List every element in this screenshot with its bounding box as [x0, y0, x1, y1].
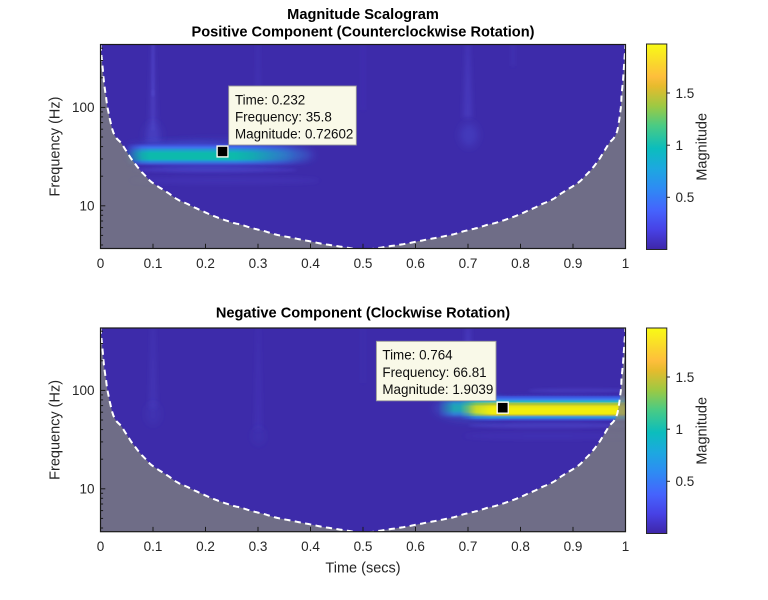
svg-text:0.8: 0.8: [511, 256, 530, 271]
svg-text:0.9: 0.9: [564, 539, 583, 554]
svg-text:0.5: 0.5: [354, 539, 373, 554]
svg-text:0.7: 0.7: [459, 256, 478, 271]
svg-text:1.5: 1.5: [676, 370, 695, 385]
svg-text:0.2: 0.2: [196, 256, 215, 271]
svg-text:Frequency: 35.8: Frequency: 35.8: [235, 110, 332, 125]
svg-text:Magnitude: Magnitude: [695, 397, 711, 465]
svg-text:1: 1: [676, 422, 684, 437]
svg-text:1.5: 1.5: [676, 86, 695, 101]
svg-text:0.4: 0.4: [301, 256, 320, 271]
svg-text:1: 1: [622, 256, 630, 271]
svg-text:0.6: 0.6: [406, 256, 425, 271]
svg-text:0.4: 0.4: [301, 539, 320, 554]
svg-text:0: 0: [97, 539, 105, 554]
svg-text:0.5: 0.5: [354, 256, 373, 271]
svg-text:Frequency: 66.81: Frequency: 66.81: [382, 365, 486, 380]
svg-text:Negative Component (Clockwise: Negative Component (Clockwise Rotation): [216, 306, 510, 322]
svg-text:10: 10: [79, 482, 94, 497]
svg-text:Frequency (Hz): Frequency (Hz): [48, 380, 64, 480]
svg-text:Time (secs): Time (secs): [325, 561, 400, 577]
svg-text:0.1: 0.1: [144, 539, 163, 554]
svg-text:0.8: 0.8: [511, 539, 530, 554]
svg-text:Frequency (Hz): Frequency (Hz): [48, 97, 64, 197]
svg-text:100: 100: [72, 100, 95, 115]
svg-text:0: 0: [97, 256, 105, 271]
svg-text:Time: 0.232: Time: 0.232: [235, 92, 305, 107]
svg-text:0.2: 0.2: [196, 539, 215, 554]
svg-text:0.3: 0.3: [249, 256, 268, 271]
svg-text:1: 1: [676, 138, 684, 153]
svg-text:Time: 0.764: Time: 0.764: [382, 348, 453, 363]
svg-text:0.6: 0.6: [406, 539, 425, 554]
svg-text:0.5: 0.5: [676, 190, 695, 205]
svg-text:0.9: 0.9: [564, 256, 583, 271]
svg-text:0.1: 0.1: [144, 256, 163, 271]
svg-text:1: 1: [622, 539, 630, 554]
svg-text:Magnitude: 1.9039: Magnitude: 1.9039: [382, 382, 493, 397]
svg-text:Magnitude: 0.72602: Magnitude: 0.72602: [235, 127, 353, 142]
svg-text:0.5: 0.5: [676, 474, 695, 489]
svg-text:Positive Component (Counterclo: Positive Component (Counterclockwise Rot…: [192, 25, 535, 41]
svg-text:0.7: 0.7: [459, 539, 478, 554]
svg-text:Magnitude: Magnitude: [695, 113, 711, 181]
svg-text:0.3: 0.3: [249, 539, 268, 554]
svg-text:10: 10: [79, 199, 94, 214]
svg-text:100: 100: [72, 383, 95, 398]
svg-text:Magnitude Scalogram: Magnitude Scalogram: [287, 7, 439, 23]
